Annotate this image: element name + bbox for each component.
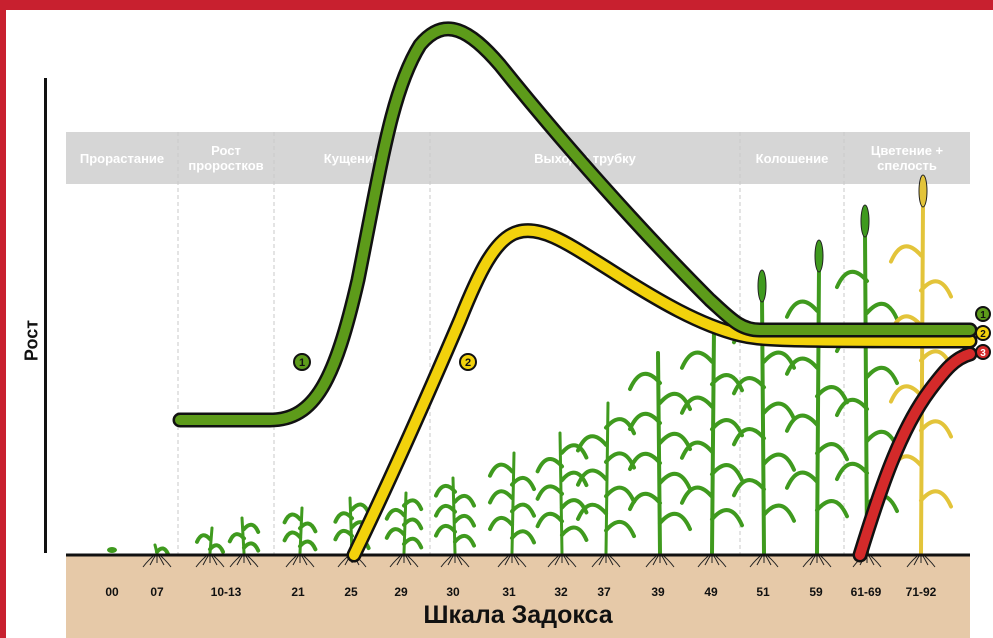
curve-2-marker: 2 <box>459 353 477 371</box>
wheat-plant-icon <box>785 239 849 568</box>
zadoks-code: 32 <box>554 585 568 599</box>
zadoks-code: 71-92 <box>905 585 937 599</box>
zadoks-code: 61-69 <box>850 585 882 599</box>
curve-3-red <box>852 346 978 563</box>
zadoks-code: 07 <box>150 585 164 599</box>
stage-germination: Прорастание <box>66 132 178 184</box>
stage-seedling-growth: Рост проростков <box>178 132 274 184</box>
wheat-plant-icon <box>628 351 692 568</box>
curve-3-end-marker: 3 <box>975 344 991 360</box>
wheat-plant-icon <box>434 476 476 568</box>
top-red-frame <box>0 0 993 10</box>
wheat-plant-icon <box>576 401 636 568</box>
zadoks-code: 10-13 <box>210 585 242 599</box>
curve-1-marker: 1 <box>293 353 311 371</box>
wheat-plant-icon <box>535 431 589 568</box>
wheat-plant-icon <box>227 516 261 568</box>
zadoks-code: 25 <box>344 585 358 599</box>
curve-2-marker-label: 2 <box>465 357 471 369</box>
soil-band <box>66 555 970 638</box>
zadoks-code: 51 <box>756 585 770 599</box>
left-red-frame <box>0 0 6 638</box>
plant-illustrations <box>107 174 953 568</box>
curve-1-marker-label: 1 <box>299 357 305 369</box>
zadoks-code: 21 <box>291 585 305 599</box>
zadoks-code: 37 <box>597 585 611 599</box>
curve-2-end-marker: 2 <box>975 325 991 341</box>
y-axis-line <box>44 78 47 553</box>
wheat-plant-icon <box>889 174 953 568</box>
zadoks-scale-title: Шкала Задокса <box>423 601 613 629</box>
wheat-plant-icon <box>282 506 318 568</box>
zadoks-code: 00 <box>105 585 119 599</box>
stage-tillering: Кущение <box>274 132 430 184</box>
curve-2-end-label: 2 <box>980 329 986 340</box>
curve-2-yellow <box>346 223 978 563</box>
wheat-plant-icon <box>488 451 536 568</box>
wheat-plant-icon <box>732 269 796 568</box>
wheat-plant-icon <box>195 526 225 568</box>
curve-1-end-marker: 1 <box>975 306 991 322</box>
curve-1-green <box>172 21 978 428</box>
seed-icon <box>107 547 117 553</box>
zadoks-code: 49 <box>704 585 718 599</box>
zadoks-code: 39 <box>651 585 665 599</box>
zadoks-code: 59 <box>809 585 823 599</box>
zadoks-code: 30 <box>446 585 460 599</box>
zadoks-code: 31 <box>502 585 516 599</box>
curve-3-end-label: 3 <box>980 348 986 359</box>
stage-flowering-ripening: Цветение + спелость <box>844 132 970 184</box>
curve-1-end-label: 1 <box>980 310 986 321</box>
zadoks-code: 29 <box>394 585 408 599</box>
stage-heading: Колошение <box>740 132 844 184</box>
